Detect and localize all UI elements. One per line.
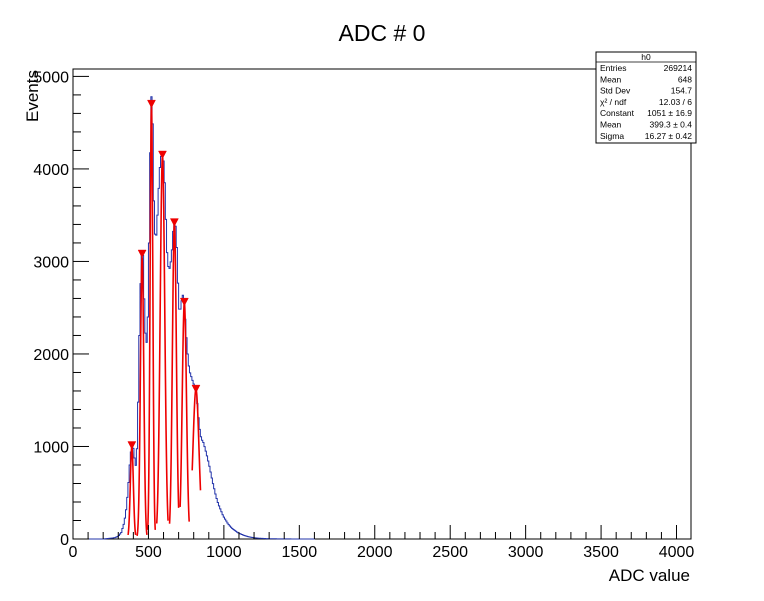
peak-markers bbox=[127, 99, 201, 450]
stats-box: h0 Entries 269214 Mean 648 Std Dev 154.7 χ² / … bbox=[595, 51, 697, 144]
x-tick-label: 4000 bbox=[659, 544, 695, 561]
histogram-line bbox=[88, 96, 316, 540]
peak-marker-7 bbox=[191, 384, 201, 394]
y-tick-label: 5000 bbox=[33, 69, 69, 86]
fit-curve-6 bbox=[179, 299, 190, 522]
stats-row-value: 16.27 ± 0.42 bbox=[645, 131, 692, 141]
fit-curve-1 bbox=[127, 443, 137, 536]
x-tick-label: 1000 bbox=[206, 544, 242, 561]
x-tick-label: 3500 bbox=[583, 544, 619, 561]
stats-row-value: 269214 bbox=[664, 63, 693, 73]
peak-marker-1 bbox=[127, 441, 137, 450]
stats-row-value: 399.3 ± 0.4 bbox=[650, 120, 693, 130]
x-tick-label: 3000 bbox=[508, 544, 544, 561]
x-tick-label: 2000 bbox=[357, 544, 393, 561]
axes: 0 500 1000 1500 2000 2500 3000 3500 4000 0 1000 200… bbox=[33, 69, 694, 561]
fit-curve-3 bbox=[146, 105, 157, 530]
peak-marker-3 bbox=[147, 99, 156, 109]
x-tick-label: 2500 bbox=[432, 544, 468, 561]
plot-area-border bbox=[72, 68, 692, 540]
stats-row-value: 648 bbox=[678, 74, 692, 84]
peak-marker-5 bbox=[169, 218, 179, 227]
y-tick-label: 2000 bbox=[33, 347, 69, 364]
stats-box-title: h0 bbox=[641, 52, 651, 62]
y-tick-label: 0 bbox=[60, 532, 69, 549]
y-tick-label: 3000 bbox=[33, 254, 69, 271]
stats-row-label: Std Dev bbox=[600, 86, 631, 96]
y-axis-label: Events bbox=[23, 70, 42, 122]
x-tick-label: 1500 bbox=[282, 544, 318, 561]
plot-frame bbox=[72, 68, 692, 540]
fit-curve-7 bbox=[191, 387, 202, 491]
x-axis-label: ADC value bbox=[609, 566, 690, 585]
peak-marker-2 bbox=[137, 249, 147, 259]
x-tick-label: 0 bbox=[69, 544, 78, 561]
stats-row-label: Constant bbox=[600, 108, 635, 118]
y-tick-label: 1000 bbox=[33, 439, 69, 456]
chart-title: ADC # 0 bbox=[339, 20, 426, 46]
peak-marker-4 bbox=[158, 150, 167, 160]
histogram bbox=[88, 96, 316, 540]
fit-curve-5 bbox=[168, 222, 180, 524]
peak-marker-6 bbox=[179, 297, 189, 307]
stats-row-label: χ² / ndf bbox=[600, 97, 627, 107]
y-tick-label: 4000 bbox=[33, 162, 69, 179]
stats-row-label: Entries bbox=[600, 63, 626, 73]
stats-box-border bbox=[595, 51, 697, 144]
stats-row-value: 154.7 bbox=[671, 86, 693, 96]
stats-row-value: 1051 ± 16.9 bbox=[647, 108, 692, 118]
stats-row-label: Mean bbox=[600, 74, 622, 84]
stats-row-label: Sigma bbox=[600, 131, 624, 141]
stats-row-label: Mean bbox=[600, 120, 622, 130]
stats-row-value: 12.03 / 6 bbox=[659, 97, 692, 107]
x-tick-label: 500 bbox=[135, 544, 162, 561]
